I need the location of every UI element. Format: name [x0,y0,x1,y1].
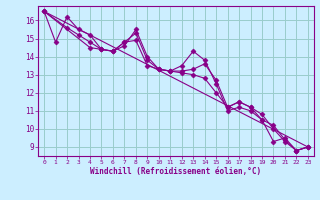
X-axis label: Windchill (Refroidissement éolien,°C): Windchill (Refroidissement éolien,°C) [91,167,261,176]
